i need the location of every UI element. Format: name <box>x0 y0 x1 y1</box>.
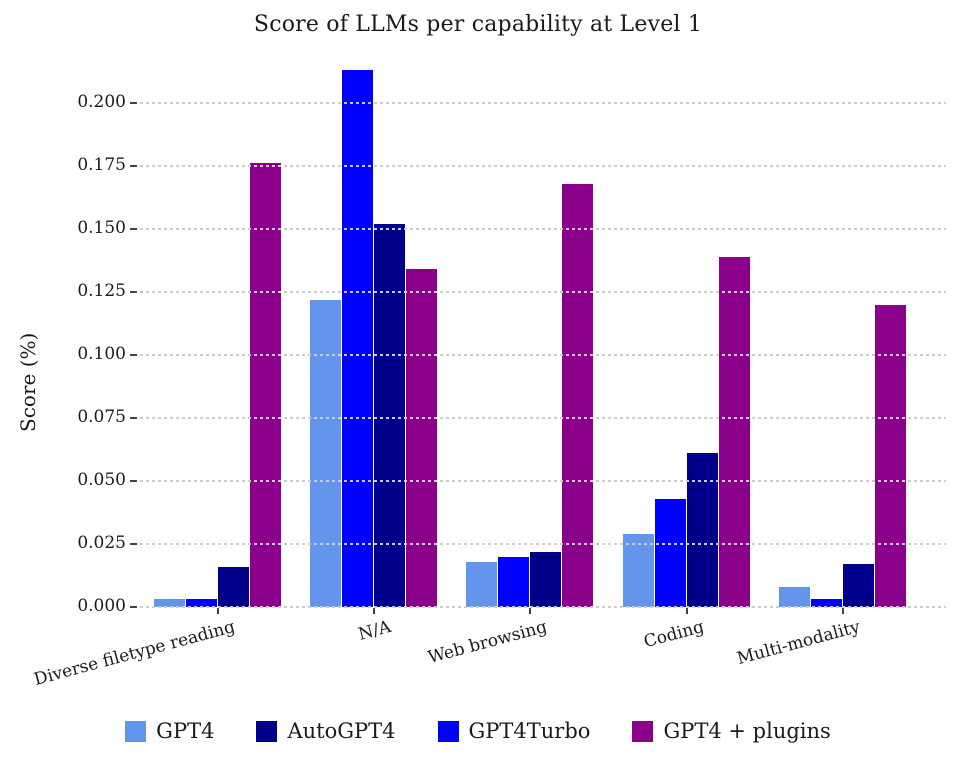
y-tick-label-0.050: 0.050 <box>77 470 126 490</box>
bar-gpt4-plugins-n-a <box>406 269 438 607</box>
bar-autogpt4-diverse-filetype-reading <box>218 567 250 607</box>
bar-autogpt4-multi-modality <box>843 564 875 607</box>
x-label-coding: Coding <box>641 617 707 653</box>
bar-gpt4turbo-coding <box>655 499 687 607</box>
y-tick-label-0.175: 0.175 <box>77 155 126 175</box>
bar-gpt4-plugins-web-browsing <box>562 184 594 607</box>
y-tick-label-0.200: 0.200 <box>77 92 126 112</box>
bar-autogpt4-coding <box>687 453 719 607</box>
legend-label-gpt4: GPT4 <box>156 719 215 743</box>
bar-gpt4turbo-diverse-filetype-reading <box>186 599 218 607</box>
legend-label-autogpt4: AutoGPT4 <box>287 719 396 743</box>
x-label-n-a: N/A <box>356 617 394 645</box>
x-label-web-browsing: Web browsing <box>425 617 550 668</box>
legend: GPT4 AutoGPT4 GPT4Turbo GPT4 + plugins <box>0 708 956 754</box>
legend-item-gpt4: GPT4 <box>125 719 214 743</box>
bar-gpt4-coding <box>623 534 655 607</box>
y-tick-mark-0.125 <box>130 291 137 293</box>
x-tick-mark-diverse-filetype-reading <box>217 608 219 614</box>
gridline-0.025 <box>140 543 946 545</box>
y-tick-label-0.075: 0.075 <box>77 407 126 427</box>
gridline-0.000 <box>140 606 946 608</box>
x-tick-mark-coding <box>686 608 688 614</box>
legend-item-gpt4-plugins: GPT4 + plugins <box>632 719 831 743</box>
legend-swatch-gpt4-plugins <box>632 720 654 742</box>
chart-title: Score of LLMs per capability at Level 1 <box>253 12 703 37</box>
gridline-0.100 <box>140 354 946 356</box>
x-tick-mark-web-browsing <box>529 608 531 614</box>
y-tick-mark-0.175 <box>130 165 137 167</box>
bar-gpt4-n-a <box>310 300 342 607</box>
bar-gpt4turbo-web-browsing <box>498 557 530 607</box>
x-label-multi-modality: Multi-modality <box>734 617 863 670</box>
legend-item-gpt4turbo: GPT4Turbo <box>437 719 591 743</box>
legend-label-gpt4-plugins: GPT4 + plugins <box>663 719 831 743</box>
bar-gpt4-plugins-diverse-filetype-reading <box>250 163 282 607</box>
y-tick-mark-0.075 <box>130 417 137 419</box>
bar-gpt4-web-browsing <box>466 562 498 607</box>
bar-gpt4turbo-n-a <box>342 70 374 607</box>
y-tick-label-0.025: 0.025 <box>77 533 126 553</box>
gridline-0.075 <box>140 417 946 419</box>
gridline-0.150 <box>140 228 946 230</box>
legend-item-autogpt4: AutoGPT4 <box>256 719 396 743</box>
bar-gpt4turbo-multi-modality <box>811 599 843 607</box>
y-tick-label-0.150: 0.150 <box>77 218 126 238</box>
legend-label-gpt4turbo: GPT4Turbo <box>468 719 591 743</box>
y-tick-mark-0.200 <box>130 102 137 104</box>
y-axis-label: Score (%) <box>16 332 40 432</box>
gridline-0.200 <box>140 102 946 104</box>
y-tick-mark-0.025 <box>130 543 137 545</box>
legend-swatch-gpt4turbo <box>437 720 459 742</box>
y-tick-mark-0.150 <box>130 228 137 230</box>
gridline-0.050 <box>140 480 946 482</box>
bar-gpt4-multi-modality <box>779 587 811 607</box>
gridline-0.175 <box>140 165 946 167</box>
gridline-0.125 <box>140 291 946 293</box>
bar-gpt4-plugins-coding <box>719 257 751 607</box>
bar-autogpt4-n-a <box>374 224 406 607</box>
y-tick-label-0.000: 0.000 <box>77 596 126 616</box>
bar-autogpt4-web-browsing <box>530 552 562 607</box>
x-tick-mark-multi-modality <box>842 608 844 614</box>
y-tick-label-0.100: 0.100 <box>77 344 126 364</box>
legend-swatch-autogpt4 <box>256 720 278 742</box>
bar-gpt4-plugins-multi-modality <box>875 305 907 607</box>
y-tick-label-0.125: 0.125 <box>77 281 126 301</box>
legend-swatch-gpt4 <box>125 720 147 742</box>
y-tick-mark-0.100 <box>130 354 137 356</box>
y-tick-mark-0.000 <box>130 606 137 608</box>
x-tick-mark-n-a <box>373 608 375 614</box>
y-tick-mark-0.050 <box>130 480 137 482</box>
bar-gpt4-diverse-filetype-reading <box>154 599 186 607</box>
